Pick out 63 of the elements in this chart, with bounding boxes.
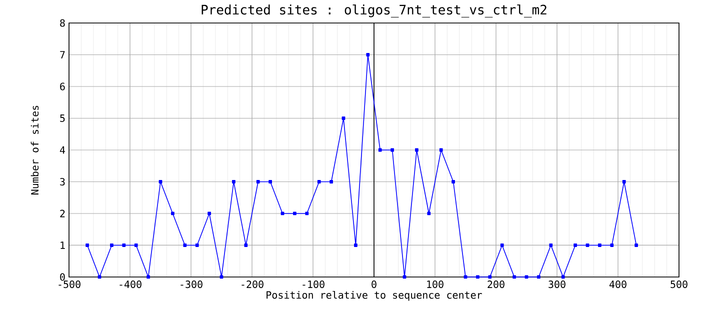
point [305, 212, 309, 216]
point [171, 212, 174, 216]
point [183, 244, 187, 247]
x-tick-label: -200 [242, 280, 264, 288]
point [390, 148, 394, 152]
y-tick-label: 7 [60, 51, 65, 58]
point [232, 180, 236, 184]
x-tick-label: 100 [427, 280, 444, 288]
y-tick-label: 8 [60, 19, 65, 27]
point [415, 148, 418, 152]
point [158, 180, 162, 184]
point [366, 53, 370, 56]
x-tick-label: -400 [120, 280, 142, 288]
point [330, 180, 334, 184]
point [598, 244, 602, 247]
y-tick-label: 0 [60, 273, 65, 281]
x-tick-label: 0 [372, 280, 376, 288]
x-tick-label: -500 [58, 280, 80, 288]
x-tick-label: -300 [180, 280, 202, 288]
point [622, 180, 626, 184]
point [256, 180, 260, 184]
point [439, 148, 443, 152]
point [537, 275, 540, 279]
point [146, 275, 150, 279]
y-tick-label: 2 [60, 210, 65, 218]
chart-title: Predicted sites : oligos_7nt_test_vs_ctrl_m2 [202, 4, 546, 18]
point [512, 275, 516, 279]
point [122, 244, 126, 247]
x-tick-label: 500 [670, 280, 688, 288]
point [427, 212, 431, 216]
x-tick-label: 300 [548, 280, 566, 288]
point [561, 275, 565, 279]
x-tick-label: 200 [488, 280, 504, 288]
x-axis-title: Position relative to sequence center [266, 290, 482, 301]
y-tick-label: 1 [60, 242, 65, 249]
point [134, 244, 138, 247]
y-axis-title: Number of sites [30, 106, 39, 194]
point [354, 244, 358, 247]
point [268, 180, 272, 184]
point [378, 148, 382, 152]
point [317, 180, 321, 184]
point [342, 116, 346, 120]
point [549, 244, 553, 247]
y-tick-label: 5 [60, 114, 65, 122]
point [500, 244, 504, 247]
point [293, 212, 296, 216]
point [452, 180, 455, 184]
point [86, 244, 90, 247]
x-tick-label: 400 [609, 280, 626, 288]
y-tick-label: 4 [60, 146, 66, 154]
x-tick-label: -100 [302, 280, 324, 288]
point [574, 244, 577, 247]
point [244, 244, 248, 247]
point [110, 244, 114, 247]
y-tick-label: 3 [60, 178, 65, 186]
point [208, 212, 212, 216]
point [634, 244, 638, 247]
y-tick-label: 6 [60, 82, 65, 90]
point [195, 244, 199, 247]
point [476, 275, 480, 279]
point [610, 244, 614, 247]
point [488, 275, 492, 279]
point [586, 244, 590, 247]
